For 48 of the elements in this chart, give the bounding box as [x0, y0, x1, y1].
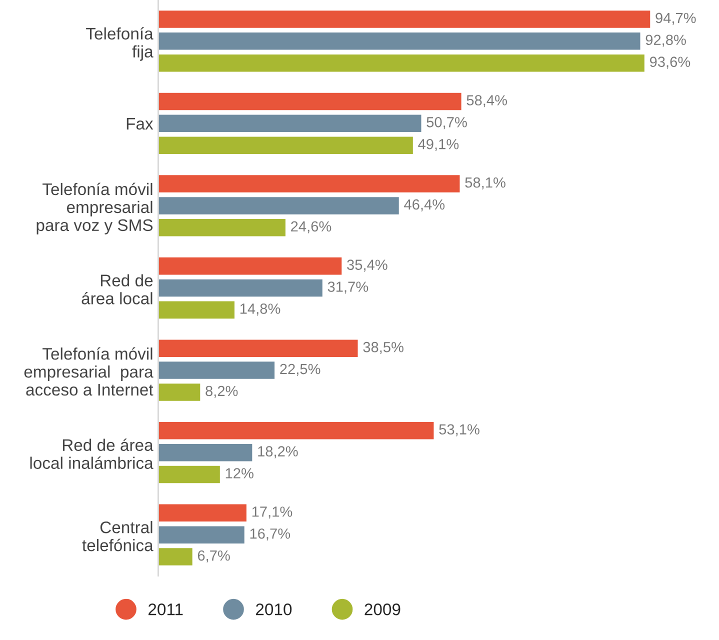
bar — [158, 278, 324, 298]
data-label: 50,7% — [426, 117, 467, 130]
data-label: 58,4% — [466, 95, 507, 108]
data-label: 53,1% — [439, 424, 480, 436]
data-label: 17,1% — [252, 506, 292, 519]
y-tick-label: Telefonía fija — [86, 27, 154, 61]
bar — [158, 9, 652, 30]
bar — [158, 300, 236, 320]
bar — [158, 53, 646, 74]
bar — [158, 218, 287, 238]
legend-label: 2010 — [256, 604, 292, 616]
data-label: 24,6% — [291, 221, 332, 234]
bar — [158, 524, 246, 545]
data-label: 38,5% — [363, 342, 404, 354]
data-label: 35,4% — [347, 260, 388, 272]
y-tick-label: Telefonía móvil empresarial para voz y SMS — [36, 182, 153, 234]
data-label: 16,7% — [250, 528, 290, 540]
bar — [158, 91, 463, 112]
y-tick-label: Red de área local — [82, 274, 153, 304]
bar — [158, 135, 414, 156]
bar — [158, 464, 222, 485]
legend-label: 2011 — [148, 604, 183, 616]
bar — [158, 338, 360, 358]
legend-label: 2009 — [364, 604, 400, 616]
y-tick-label: Central telefónica — [82, 521, 154, 552]
data-label: 31,7% — [328, 282, 368, 294]
data-label: 8,2% — [206, 386, 238, 398]
data-label: 6,7% — [198, 550, 230, 562]
data-label: 46,4% — [404, 199, 445, 212]
y-tick-label: Fax — [126, 118, 154, 130]
bar — [158, 502, 248, 523]
data-label: 49,1% — [418, 138, 459, 152]
bar — [158, 420, 436, 441]
data-label: 14,8% — [240, 304, 280, 316]
bar — [158, 442, 254, 463]
bar — [158, 256, 344, 276]
bar — [158, 31, 642, 52]
data-label: 22,5% — [280, 364, 320, 376]
data-label: 94,7% — [656, 12, 696, 25]
data-label: 58,1% — [465, 177, 506, 190]
data-label: 93,6% — [650, 56, 690, 69]
data-label: 18,2% — [258, 446, 298, 458]
y-tick-label: Red de área local inalámbrica — [30, 438, 154, 469]
bar — [158, 113, 423, 134]
data-label: 12% — [226, 468, 254, 478]
bar — [158, 546, 194, 567]
data-label: 92,8% — [646, 34, 686, 47]
y-tick-label: Telefonía móvil empresarial para acceso a Internet — [24, 347, 154, 396]
